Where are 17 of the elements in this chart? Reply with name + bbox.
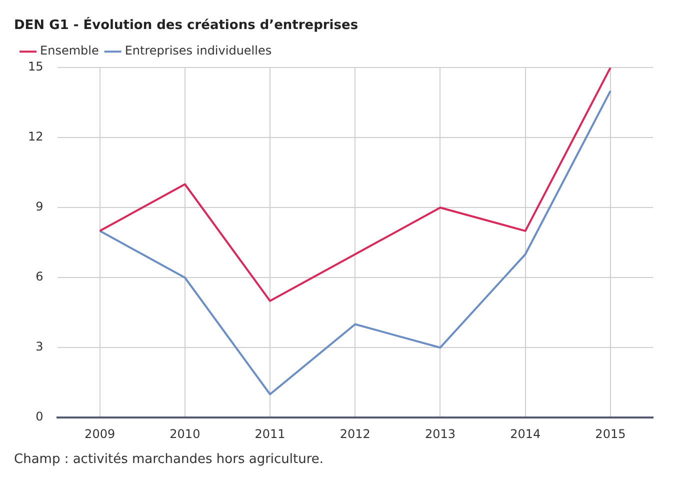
y-tick-label: 9 (36, 200, 44, 214)
x-tick-label: 2012 (340, 426, 370, 441)
y-tick-label: 12 (28, 130, 44, 144)
legend-label: Entreprises individuelles (124, 44, 272, 58)
x-tick-label: 2014 (510, 426, 541, 441)
y-tick-label: 0 (36, 410, 44, 424)
legend-label: Ensemble (40, 44, 99, 58)
x-tick-label: 2015 (595, 426, 626, 441)
text: Champ : activités marchandes hors agriculture. (13, 452, 325, 467)
x-tick-label: 2011 (254, 426, 286, 441)
y-tick-label: 3 (36, 340, 44, 354)
y-tick-label: 15 (28, 60, 44, 74)
x-tick-label: 2013 (424, 426, 456, 441)
x-tick-label: 2009 (84, 426, 116, 441)
y-tick-label: 6 (36, 270, 44, 284)
x-tick-label: 2010 (170, 426, 200, 441)
chart-title: DEN G1 - Évolution des créations d’entreprises (14, 16, 358, 34)
